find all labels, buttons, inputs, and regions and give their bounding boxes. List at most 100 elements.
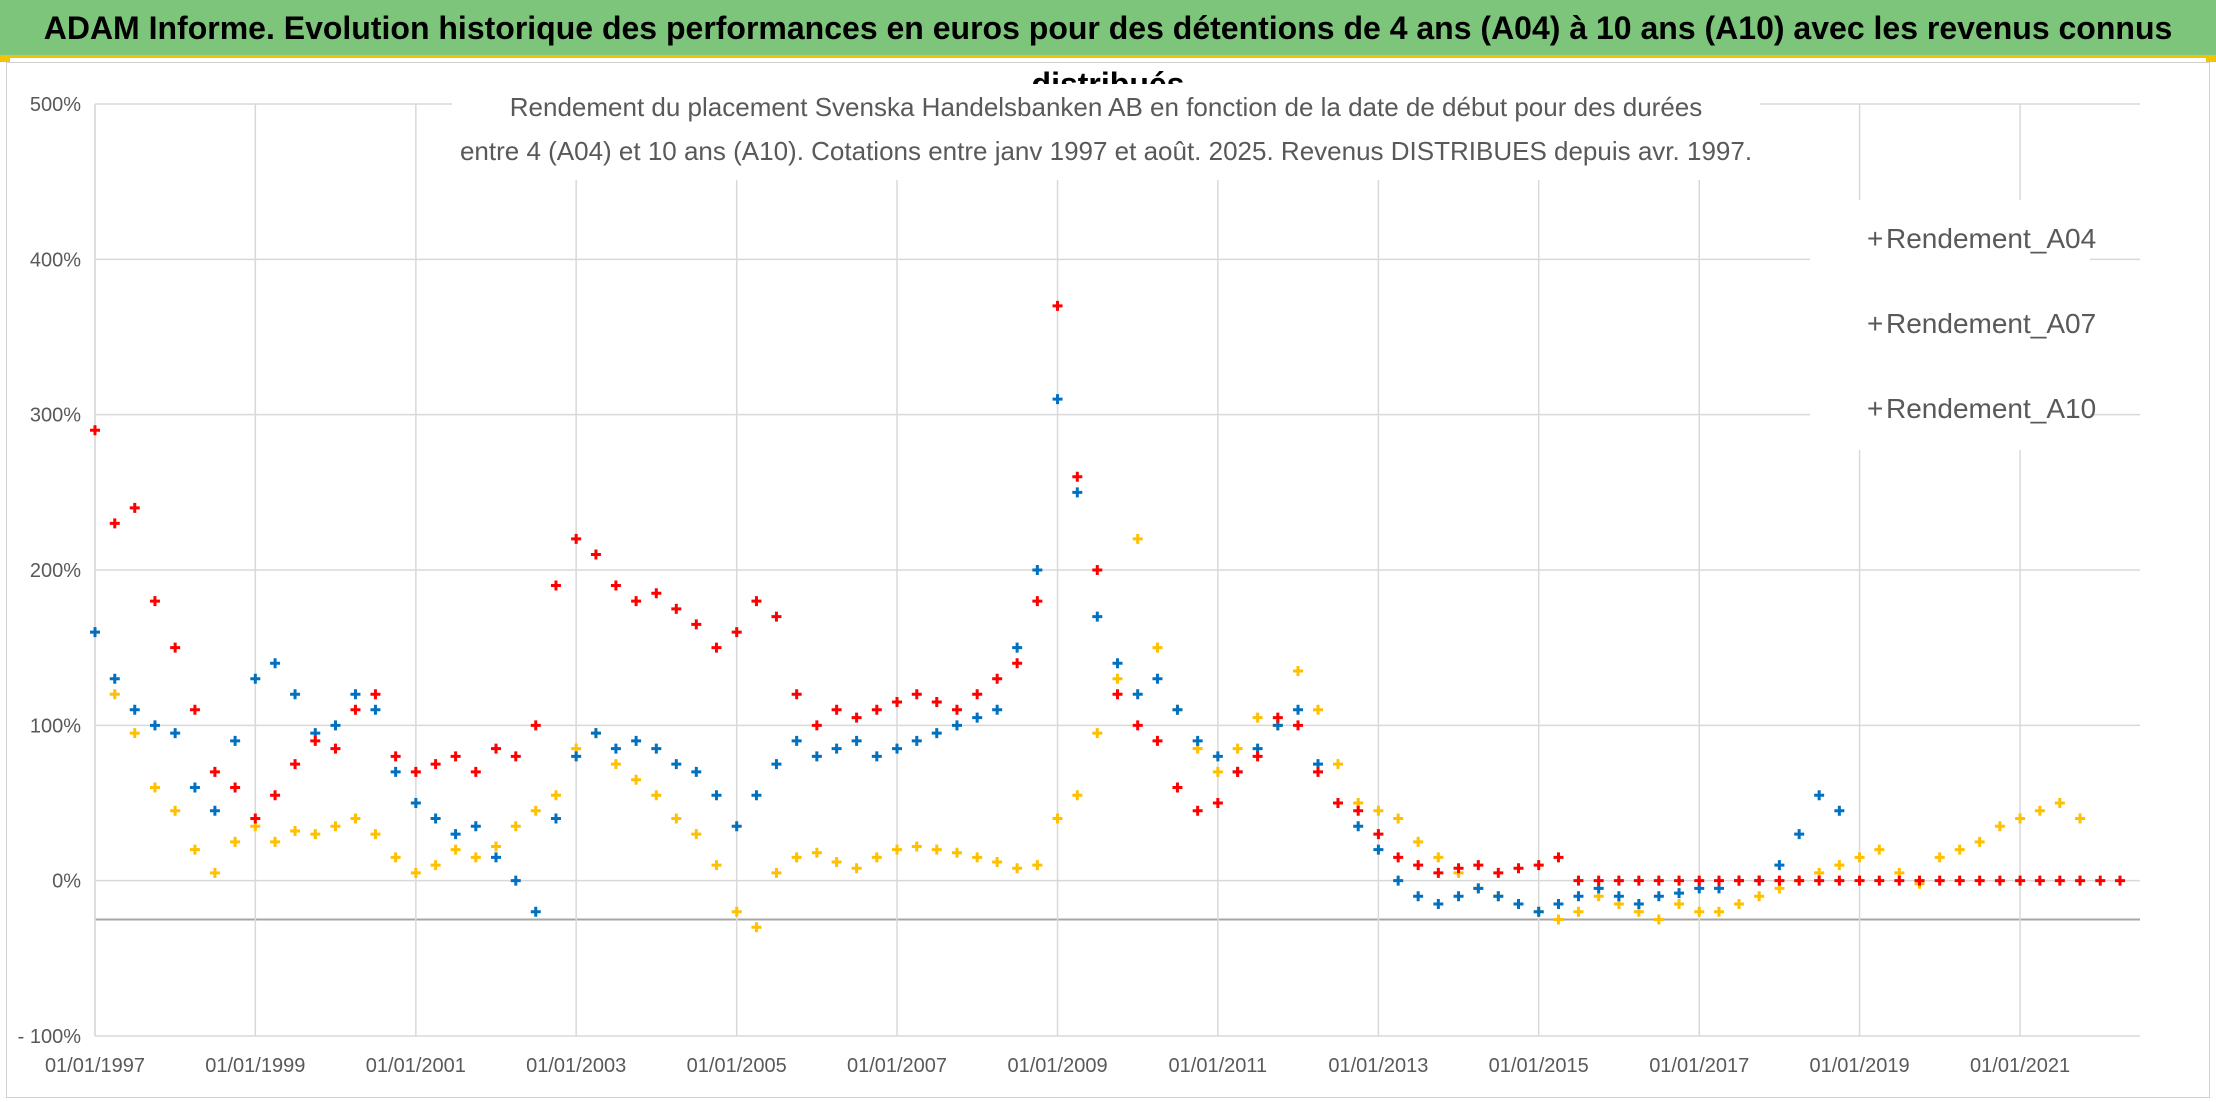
data-point [1393,875,1404,886]
data-point [731,821,742,832]
data-point [491,743,502,754]
data-point [1393,852,1404,863]
data-point [651,790,662,801]
data-point [1974,836,1985,847]
data-point [230,782,241,793]
data-point [310,829,321,840]
data-point [1433,867,1444,878]
data-point [2015,813,2026,824]
data-point [1453,891,1464,902]
legend-label-a07: Rendement_A07 [1886,308,2096,339]
x-tick-label: 01/01/1997 [45,1055,145,1077]
data-point [1934,852,1945,863]
chart-title-bg [452,84,1760,180]
data-point [631,774,642,785]
data-point [1754,891,1765,902]
data-point [2034,805,2045,816]
data-point [911,841,922,852]
data-point [1453,863,1464,874]
banner-title: ADAM Informe. Evolution historique des p… [43,10,2173,102]
data-point [1553,914,1564,925]
data-point [330,821,341,832]
data-point [1172,704,1183,715]
data-point [992,704,1003,715]
data-point [1132,533,1143,544]
data-point [831,704,842,715]
data-point [109,518,120,529]
data-point [510,751,521,762]
data-point [771,759,782,770]
data-point [1774,875,1785,886]
data-point [972,689,983,700]
data-point [491,841,502,852]
legend-label-a04: Rendement_A04 [1886,223,2096,254]
data-point [350,813,361,824]
data-point [1072,487,1083,498]
data-point [1252,712,1263,723]
data-point [1212,751,1223,762]
data-point [671,813,682,824]
data-point [1112,689,1123,700]
data-point [129,502,140,513]
data-point [610,759,621,770]
data-point [270,790,281,801]
data-point [631,596,642,607]
data-point [1633,875,1644,886]
data-point [691,619,702,630]
x-tick-label: 01/01/2021 [1970,1055,2070,1077]
data-points [90,300,2126,933]
data-point [631,735,642,746]
data-point [290,759,301,770]
data-point [671,759,682,770]
data-point [1313,766,1323,777]
data-point [1874,844,1885,855]
data-point [1112,658,1123,669]
data-point [1413,891,1424,902]
data-point [530,805,541,816]
data-point [1674,898,1685,909]
y-tick-label: 0% [52,871,81,893]
data-point [310,735,321,746]
data-point [851,712,862,723]
chart-frame [6,62,2210,1098]
data-point [2075,875,2086,886]
data-point [109,689,120,700]
data-point [751,596,762,607]
data-point [350,704,361,715]
data-point [410,867,421,878]
data-point [1613,875,1624,886]
x-tick-label: 01/01/2003 [526,1055,626,1077]
data-point [731,627,742,638]
data-point [711,790,722,801]
x-tick-label: 01/01/2007 [847,1055,947,1077]
legend-marker-a07: + [1867,308,1883,339]
data-point [1332,798,1343,808]
x-tick-label: 01/01/2005 [687,1055,787,1077]
data-point [90,627,100,638]
legend-marker-a10: + [1867,393,1883,424]
data-point [1413,836,1424,847]
data-point [811,847,822,858]
data-point [1232,766,1243,777]
data-point [1032,565,1043,575]
data-point [590,549,601,560]
data-point [1513,898,1524,909]
data-point [1553,852,1564,863]
data-point [1794,829,1805,840]
data-point [149,720,160,731]
data-point [230,735,241,746]
data-point [209,867,220,878]
data-point [1353,821,1364,832]
data-point [550,790,561,801]
data-point [450,844,461,855]
data-point [571,751,582,762]
chart-title-line-2: entre 4 (A04) et 10 ans (A10). Cotations… [460,136,1752,166]
data-point [1052,813,1063,824]
data-point [1032,596,1043,607]
data-point [1373,844,1384,855]
data-point [791,735,802,746]
data-point [1092,565,1103,575]
data-point [90,425,100,436]
y-tick-label: 300% [30,405,81,427]
data-point [951,720,962,731]
